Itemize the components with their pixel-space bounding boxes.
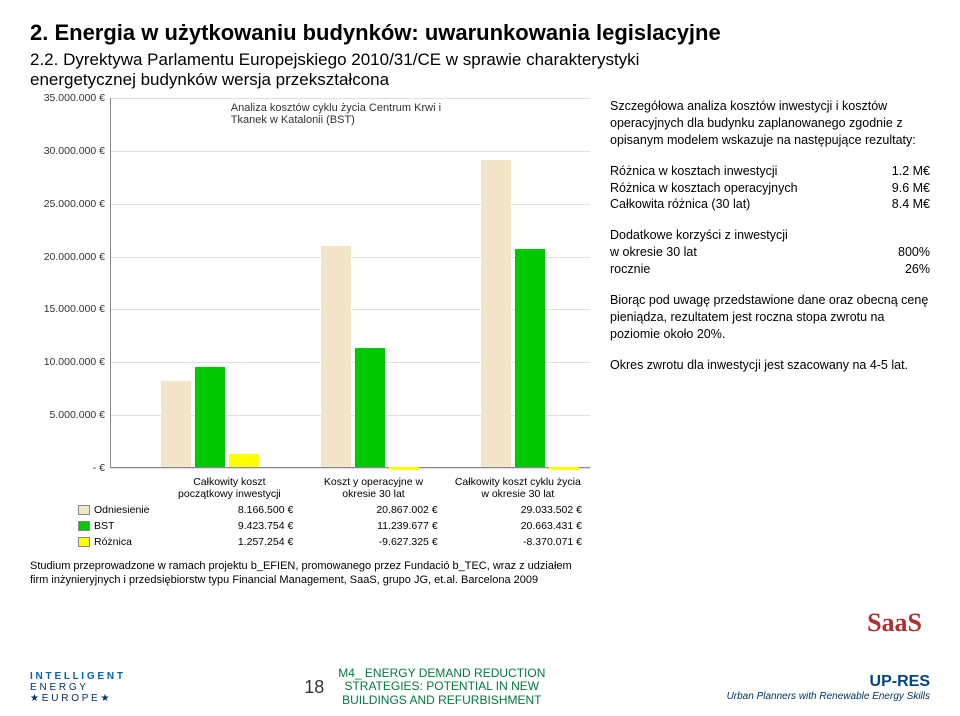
table-col-header: Całkowity koszt cyklu życia w okresie 30…	[446, 474, 590, 502]
table-row-label: BST	[70, 518, 157, 534]
bar-BST	[195, 367, 225, 467]
bar-Odniesienie	[161, 381, 191, 467]
page-number: 18	[304, 677, 324, 698]
table-cell: 20.867.002 €	[301, 502, 445, 518]
footer: I N T E L L I G E N T E N E R G Y ★ E U …	[30, 667, 930, 708]
benefit-row: w okresie 30 lat800%	[610, 244, 930, 261]
bar-Różnica	[229, 454, 259, 467]
slide-subtitle: 2.2. Dyrektywa Parlamentu Europejskiego …	[30, 50, 730, 90]
chart-column: Analiza kosztów cyklu życia Centrum Krwi…	[30, 98, 590, 588]
table-cell: -8.370.071 €	[446, 534, 590, 550]
side-para3: Okres zwrotu dla inwestycji jest szacowa…	[610, 357, 930, 374]
study-note: Studium przeprowadzone w ramach projektu…	[30, 560, 590, 588]
side-stat-row: Różnica w kosztach operacyjnych9.6 M€	[610, 180, 930, 197]
legend-swatch	[78, 537, 90, 547]
table-cell: -9.627.325 €	[301, 534, 445, 550]
legend-table: Całkowity koszt początkowy inwestycjiKos…	[70, 474, 590, 550]
ytick: 35.000.000 €	[27, 92, 105, 104]
bar-Odniesienie	[481, 160, 511, 467]
ytick: 10.000.000 €	[27, 356, 105, 368]
table-row-label: Różnica	[70, 534, 157, 550]
legend-swatch	[78, 521, 90, 531]
side-para2: Biorąc pod uwagę przedstawione dane oraz…	[610, 292, 930, 343]
side-column: Szczegółowa analiza kosztów inwestycji i…	[610, 98, 930, 588]
table-cell: 9.423.754 €	[157, 518, 301, 534]
bar-BST	[355, 348, 385, 467]
ytick: 25.000.000 €	[27, 198, 105, 210]
table-col-header: Całkowity koszt początkowy inwestycji	[157, 474, 301, 502]
footer-center: M4_ ENERGY DEMAND REDUCTION STRATEGIES: …	[338, 667, 545, 708]
benefit-row: rocznie26%	[610, 261, 930, 278]
ytick: - €	[27, 462, 105, 474]
ytick: 5.000.000 €	[27, 409, 105, 421]
intelligent-energy-logo: I N T E L L I G E N T E N E R G Y ★ E U …	[30, 671, 123, 704]
table-cell: 11.239.677 €	[301, 518, 445, 534]
table-cell: 29.033.502 €	[446, 502, 590, 518]
ytick: 20.000.000 €	[27, 251, 105, 263]
chart-area: Analiza kosztów cyklu życia Centrum Krwi…	[110, 98, 590, 468]
side-stat-row: Różnica w kosztach inwestycji1.2 M€	[610, 163, 930, 180]
benefit-title: Dodatkowe korzyści z inwestycji	[610, 227, 930, 244]
ytick: 15.000.000 €	[27, 303, 105, 315]
table-col-header: Koszt y operacyjne w okresie 30 lat	[301, 474, 445, 502]
table-row-label: Odniesienie	[70, 502, 157, 518]
upres-logo: UP-RES Urban Planners with Renewable Ene…	[727, 673, 930, 702]
bar-BST	[515, 249, 545, 467]
side-intro: Szczegółowa analiza kosztów inwestycji i…	[610, 98, 930, 149]
table-cell: 8.166.500 €	[157, 502, 301, 518]
legend-swatch	[78, 505, 90, 515]
saas-logo: SaaS	[867, 608, 922, 638]
table-cell: 1.257.254 €	[157, 534, 301, 550]
bar-Odniesienie	[321, 246, 351, 467]
side-stat-row: Całkowita różnica (30 lat)8.4 M€	[610, 196, 930, 213]
table-cell: 20.663.431 €	[446, 518, 590, 534]
slide-title: 2. Energia w użytkowaniu budynków: uwaru…	[30, 20, 930, 46]
ytick: 30.000.000 €	[27, 145, 105, 157]
